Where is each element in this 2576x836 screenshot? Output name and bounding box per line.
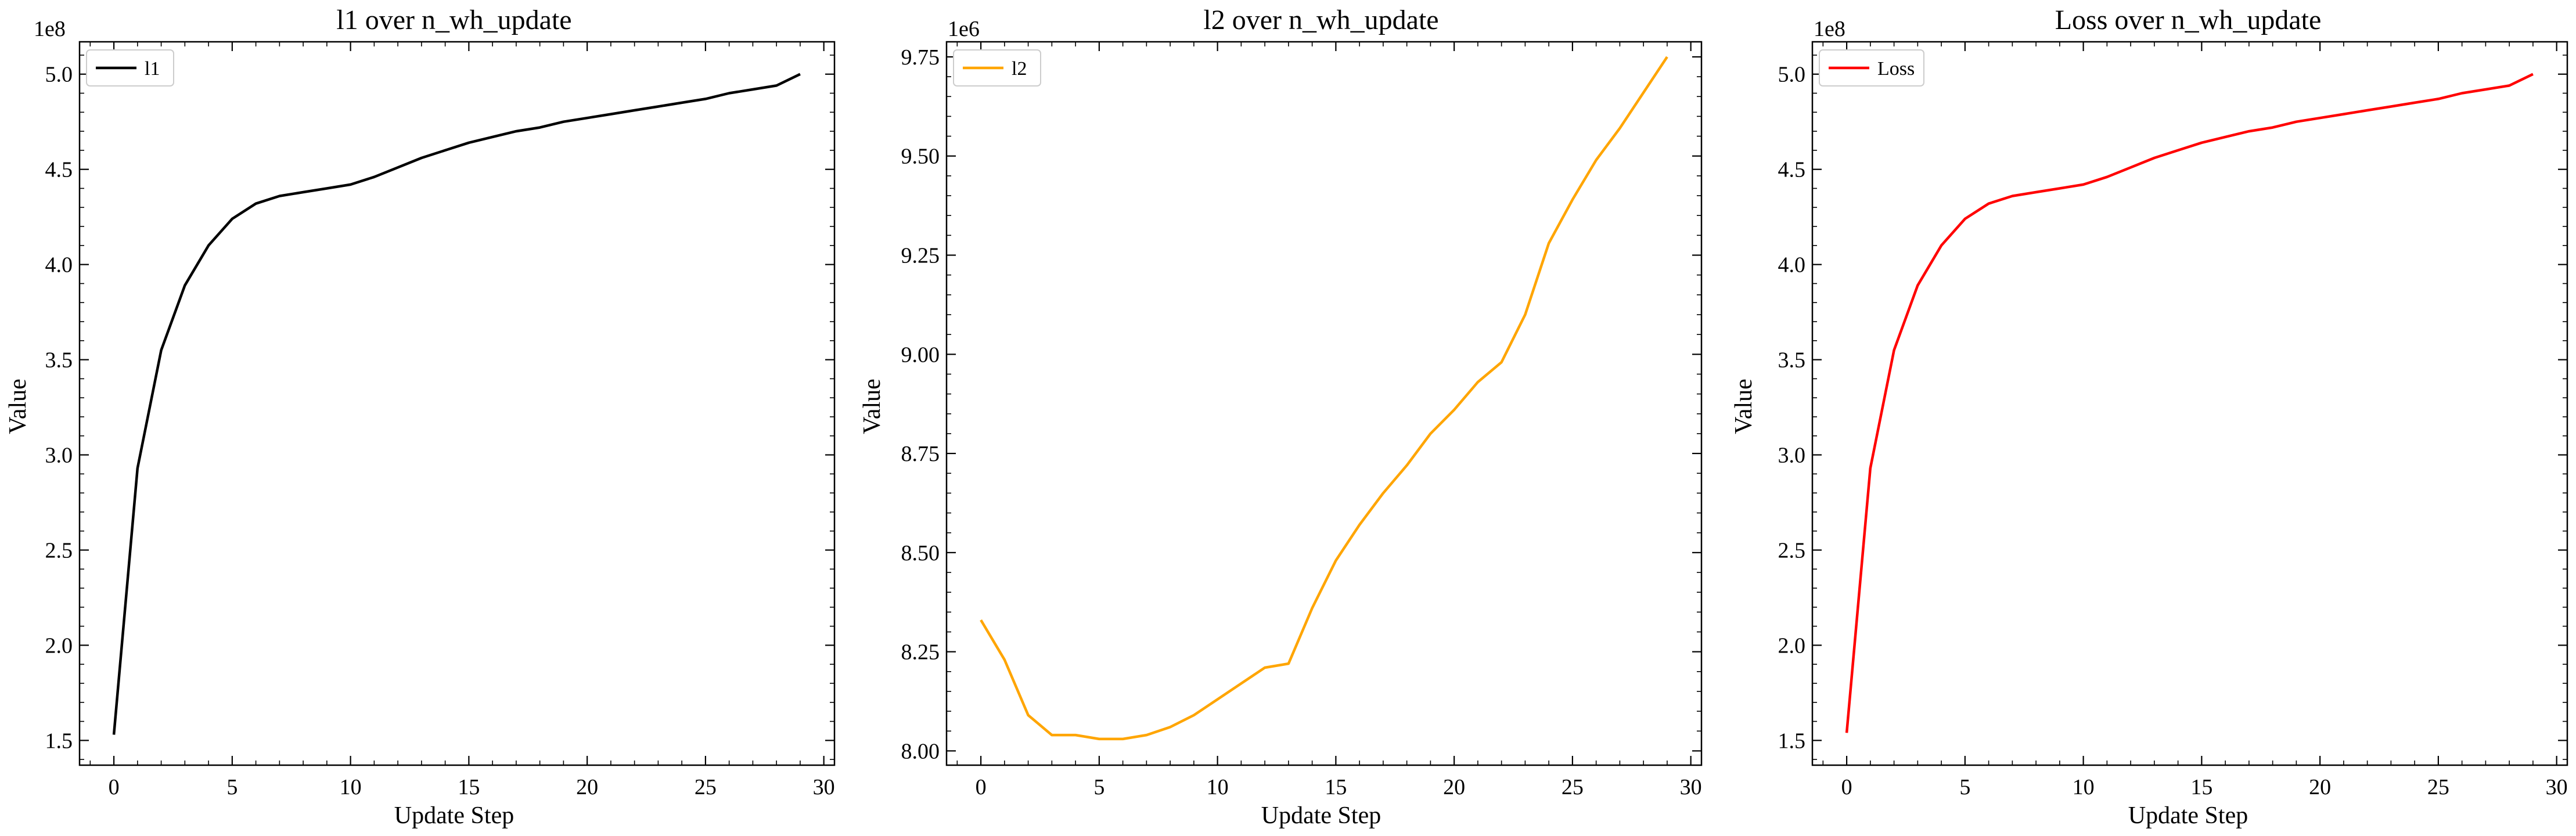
tick-marks: [1812, 42, 2567, 765]
y-axis-label: Value: [1730, 379, 1757, 434]
x-axis-label: Update Step: [2128, 802, 2248, 829]
y-tick-label: 4.5: [1778, 158, 1806, 182]
chart-loss: Loss over n_wh_update 1e8 Update Step Va…: [1730, 5, 2568, 829]
plot-frame: [1811, 41, 2568, 766]
y-tick-label: 2.5: [1778, 538, 1806, 563]
chart-title: Loss over n_wh_update: [2055, 5, 2322, 35]
x-tick-label: 0: [976, 775, 987, 799]
y-tick-label: 3.0: [1778, 444, 1806, 468]
y-tick-label: 1.5: [1778, 729, 1806, 753]
x-tick-label: 5: [1093, 775, 1104, 799]
plot-frame: [78, 41, 836, 766]
x-tick-label: 15: [1325, 775, 1347, 799]
y-offset-label: 1e8: [34, 17, 66, 41]
x-tick-label: 20: [1443, 775, 1465, 799]
tick-labels: 0 5 10 15 20 25 30 1.5 2.0 2.5 3.0 3.5 4.0 4.5 5.0: [45, 63, 835, 799]
x-tick-label: 25: [2427, 775, 2449, 799]
y-tick-label: 4.0: [45, 253, 73, 278]
x-tick-label: 25: [695, 775, 717, 799]
y-tick-label: 2.0: [45, 633, 73, 658]
series-lines: [980, 56, 1668, 741]
x-tick-label: 15: [2190, 775, 2212, 799]
legend-label: l2: [1012, 58, 1027, 80]
x-axis-label: Update Step: [394, 802, 514, 829]
x-tick-label: 25: [1562, 775, 1584, 799]
x-tick-label: 5: [1959, 775, 1970, 799]
chart-title: l2 over n_wh_update: [1203, 5, 1438, 35]
tick-marks: [947, 42, 1701, 765]
x-axis-label: Update Step: [1261, 802, 1381, 829]
legend-box: [1819, 49, 1924, 87]
legend: Loss: [1819, 49, 1924, 87]
y-tick-label: 8.25: [901, 640, 940, 665]
y-tick-label: 1.5: [45, 729, 73, 753]
series-lines: [1845, 73, 2534, 733]
x-tick-label: 30: [813, 775, 835, 799]
y-tick-label: 9.50: [901, 145, 940, 169]
chart-title: l1 over n_wh_update: [336, 5, 571, 35]
tick-marks: [80, 42, 834, 765]
y-tick-label: 4.0: [1778, 253, 1806, 278]
legend-label: Loss: [1877, 58, 1915, 80]
y-tick-label: 5.0: [1778, 63, 1806, 87]
x-tick-label: 10: [2073, 775, 2095, 799]
x-tick-label: 10: [340, 775, 362, 799]
chart-l2: l2 over n_wh_update 1e6 Update Step Valu…: [859, 5, 1703, 829]
y-tick-label: 2.5: [45, 538, 73, 563]
legend-label: l1: [145, 58, 160, 80]
x-tick-label: 15: [458, 775, 480, 799]
y-tick-label: 3.5: [45, 348, 73, 373]
x-tick-label: 0: [1841, 775, 1852, 799]
series-line-l2: [980, 56, 1668, 741]
tick-labels: 0 5 10 15 20 25 30 8.00 8.25 8.50 8.75 9.00 9.25 9.50…: [901, 45, 1702, 799]
y-axis-label: Value: [859, 379, 886, 434]
x-tick-label: 30: [1680, 775, 1702, 799]
y-tick-label: 8.50: [901, 541, 940, 565]
legend: l1: [86, 49, 174, 87]
y-tick-label: 8.75: [901, 442, 940, 466]
y-offset-label: 1e8: [1814, 17, 1845, 41]
y-tick-label: 5.0: [45, 63, 73, 87]
y-tick-label: 4.5: [45, 158, 73, 182]
y-axis-label: Value: [5, 379, 31, 434]
x-tick-label: 20: [2309, 775, 2331, 799]
series-line-l1: [112, 73, 801, 735]
y-tick-label: 3.5: [1778, 348, 1806, 373]
y-offset-label: 1e6: [948, 17, 980, 41]
x-tick-label: 30: [2546, 775, 2568, 799]
series-lines: [112, 73, 801, 735]
x-tick-label: 0: [109, 775, 120, 799]
tick-labels: 0 5 10 15 20 25 30 1.5 2.0 2.5 3.0 3.5 4.0 4.5 5.0: [1778, 63, 2568, 799]
x-tick-label: 10: [1207, 775, 1229, 799]
y-tick-label: 3.0: [45, 444, 73, 468]
series-line-loss: [1845, 73, 2534, 733]
y-tick-label: 9.25: [901, 244, 940, 268]
x-tick-label: 20: [576, 775, 598, 799]
chart-l1: l1 over n_wh_update 1e8 Update Step Valu…: [5, 5, 836, 829]
y-tick-label: 8.00: [901, 739, 940, 763]
y-tick-label: 2.0: [1778, 633, 1806, 658]
plot-frame: [945, 41, 1703, 766]
x-tick-label: 5: [226, 775, 238, 799]
y-tick-label: 9.00: [901, 343, 940, 367]
y-tick-label: 9.75: [901, 45, 940, 70]
legend: l2: [953, 49, 1041, 87]
